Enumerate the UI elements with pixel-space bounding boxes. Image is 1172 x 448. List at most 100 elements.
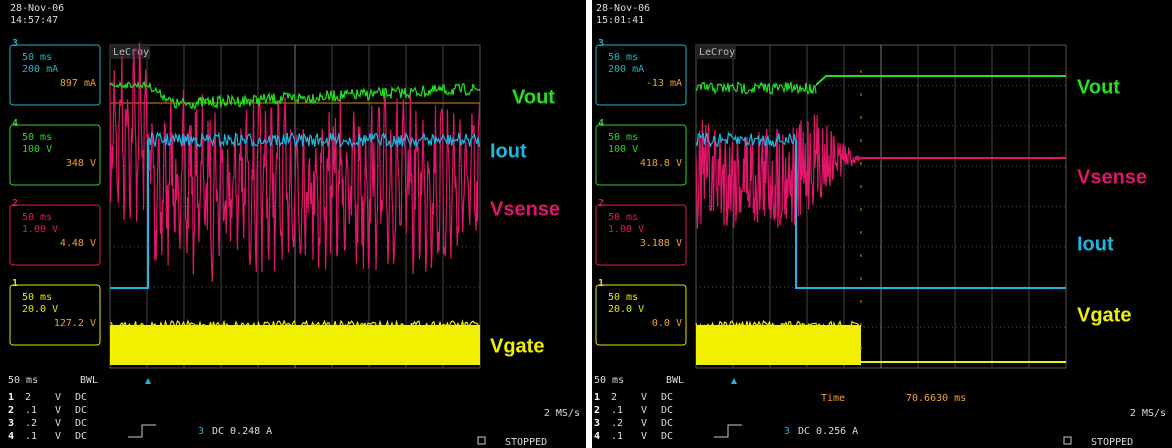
- channel-timebase: 50 ms: [608, 212, 638, 223]
- channel-scale: 1.00 V: [608, 224, 644, 235]
- channel-row: .2: [611, 418, 623, 429]
- channel-timebase: 50 ms: [22, 212, 52, 223]
- screen-left: [0, 0, 586, 448]
- channel-timebase: 50 ms: [22, 132, 52, 143]
- channel-row: V: [641, 405, 647, 416]
- trace: [815, 75, 1066, 86]
- channel-box: [9, 284, 101, 346]
- channel-scale: 100 V: [22, 144, 52, 155]
- status: STOPPED: [1091, 437, 1133, 448]
- trigger-channel: 3: [784, 426, 790, 437]
- trace-label: Iout: [490, 140, 527, 162]
- channel-row: 3: [8, 418, 14, 429]
- trigger-icon: [128, 424, 156, 438]
- channel-row: DC: [661, 418, 673, 429]
- trace: [109, 80, 481, 111]
- channel-timebase: 50 ms: [608, 292, 638, 303]
- channel-number: 3: [12, 38, 18, 49]
- channel-row: DC: [75, 405, 87, 416]
- channel-number: 2: [598, 198, 604, 209]
- time: 15:01:41: [596, 15, 644, 26]
- channel-number: 2: [12, 198, 18, 209]
- channel-row: .1: [611, 431, 623, 442]
- channel-box: [595, 44, 687, 106]
- cursor-label: Time: [821, 393, 845, 404]
- channel-reading: 0.0 V: [652, 318, 682, 329]
- channel-box: [9, 44, 101, 106]
- channel-timebase: 50 ms: [22, 292, 52, 303]
- trace: [110, 325, 480, 365]
- trace-label: Vout: [1077, 76, 1120, 98]
- channel-number: 3: [598, 38, 604, 49]
- trace-label: Vgate: [490, 335, 544, 357]
- channel-reading: 4.48 V: [60, 238, 96, 249]
- trace: [147, 131, 480, 149]
- channel-timebase: 50 ms: [608, 52, 638, 63]
- sample-rate: 2 MS/s: [544, 408, 580, 419]
- channel-row: V: [55, 418, 61, 429]
- channel-row: 2: [25, 392, 31, 403]
- channel-box: [9, 124, 101, 186]
- brand: LeCroy: [113, 47, 149, 58]
- trigger-arrow: [731, 378, 737, 384]
- status-box: [477, 436, 486, 445]
- channel-box: [595, 204, 687, 266]
- status-box: [1063, 436, 1072, 445]
- channel-row: V: [641, 418, 647, 429]
- channel-scale: 200 mA: [22, 64, 58, 75]
- channel-scale: 200 mA: [608, 64, 644, 75]
- timebase: 50 ms: [8, 375, 38, 386]
- channel-row: DC: [75, 418, 87, 429]
- trace: [695, 114, 862, 229]
- time: 14:57:47: [10, 15, 58, 26]
- brand-bg: [696, 45, 736, 59]
- channel-scale: 20.0 V: [22, 304, 58, 315]
- channel-row: DC: [661, 431, 673, 442]
- trace: [110, 140, 149, 289]
- channel-scale: 20.0 V: [608, 304, 644, 315]
- trace: [696, 325, 861, 365]
- channel-row: 2: [8, 405, 14, 416]
- channel-timebase: 50 ms: [22, 52, 52, 63]
- channel-row: DC: [75, 392, 87, 403]
- trigger-setting: DC 0.248 A: [212, 426, 272, 437]
- channel-row: 4: [8, 431, 14, 442]
- trace: [695, 319, 862, 331]
- date: 28-Nov-06: [10, 3, 64, 14]
- trigger-arrow: [145, 378, 151, 384]
- channel-box: [595, 124, 687, 186]
- channel-row: DC: [75, 431, 87, 442]
- channel-number: 1: [598, 278, 604, 289]
- channel-reading: 3.188 V: [640, 238, 682, 249]
- channel-scale: 100 V: [608, 144, 638, 155]
- trace-label: Vsense: [490, 198, 560, 220]
- channel-number: 4: [12, 118, 18, 129]
- trigger-channel: 3: [198, 426, 204, 437]
- channel-number: 4: [598, 118, 604, 129]
- channel-row: V: [55, 392, 61, 403]
- channel-row: V: [55, 405, 61, 416]
- timebase: 50 ms: [594, 375, 624, 386]
- sample-rate: 2 MS/s: [1130, 408, 1166, 419]
- bwl: BWL: [80, 375, 98, 386]
- channel-row: .1: [25, 405, 37, 416]
- trace: [695, 131, 797, 148]
- channel-row: .1: [25, 431, 37, 442]
- channel-reading: 418.8 V: [640, 158, 682, 169]
- channel-row: V: [641, 392, 647, 403]
- channel-row: V: [55, 431, 61, 442]
- channel-row: DC: [661, 392, 673, 403]
- trace-label: Vgate: [1077, 304, 1131, 326]
- channel-number: 1: [12, 278, 18, 289]
- brand: LeCroy: [699, 47, 735, 58]
- channel-row: .2: [25, 418, 37, 429]
- trace: [109, 319, 480, 331]
- channel-reading: -13 mA: [646, 78, 682, 89]
- channel-row: V: [641, 431, 647, 442]
- channel-box: [595, 284, 687, 346]
- date: 28-Nov-06: [596, 3, 650, 14]
- channel-timebase: 50 ms: [608, 132, 638, 143]
- trace-label: Vout: [512, 86, 555, 108]
- trace-label: Iout: [1077, 233, 1114, 255]
